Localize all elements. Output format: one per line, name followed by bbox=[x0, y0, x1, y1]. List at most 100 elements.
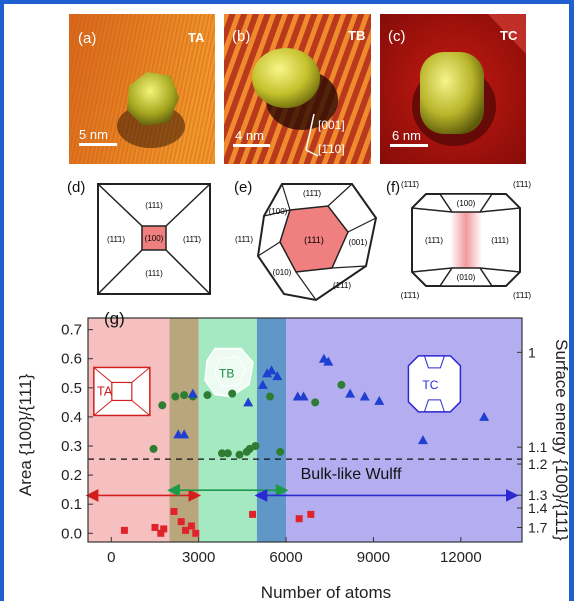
face-d-center: (100) bbox=[145, 234, 164, 243]
point-tb-2 bbox=[171, 392, 180, 401]
point-tb-0 bbox=[149, 444, 158, 453]
direction-label-001: [001] bbox=[318, 118, 345, 132]
right-tick-label-0: 1 bbox=[528, 344, 536, 360]
y-tick-label-5: 0.5 bbox=[61, 380, 82, 397]
point-tb-13 bbox=[266, 392, 275, 401]
x-tick-label-3: 9000 bbox=[357, 549, 390, 566]
scale-bar-b bbox=[233, 144, 270, 147]
stm-image-c bbox=[380, 14, 526, 164]
point-tb-6 bbox=[217, 449, 226, 458]
face-d-left: (11̄1) bbox=[107, 235, 125, 244]
right-tick-label-1: 1.1 bbox=[528, 439, 548, 455]
face-f-bl: (1̄1̄1) bbox=[401, 291, 420, 300]
particle-a bbox=[127, 72, 179, 126]
face-f-010: (010) bbox=[457, 273, 476, 282]
panel-g-label: (g) bbox=[104, 309, 125, 328]
panel-c-label: (c) bbox=[388, 28, 406, 45]
point-tc-14 bbox=[374, 395, 385, 405]
bulk-wulff-label: Bulk-like Wulff bbox=[301, 466, 402, 483]
chart-g: Bulk-like Wulff TA TB TC 0 3000 6000 9000 1200… bbox=[16, 309, 570, 601]
panel-d-label: (d) bbox=[67, 179, 86, 196]
region-overlap-3 bbox=[256, 318, 287, 542]
wulff-shape-d: (111) (11̄1) (100) (11̄1̄) (111) bbox=[97, 183, 211, 295]
point-tc-12 bbox=[345, 388, 356, 398]
y-tick-label-0: 0.0 bbox=[61, 525, 82, 542]
particle-c bbox=[420, 52, 484, 134]
right-tick-label-2: 1.2 bbox=[528, 456, 548, 472]
inset-tb: TB bbox=[204, 347, 254, 398]
right-tick-label-3: 1.3 bbox=[528, 487, 548, 503]
stm-image-a bbox=[69, 14, 215, 164]
y-tick-label-1: 0.1 bbox=[61, 496, 82, 513]
panel-a-tag: TA bbox=[188, 30, 205, 45]
point-tb-12 bbox=[251, 442, 260, 450]
wulff-shape-e: (11̄1) (100) (111) (001) (010) (11̄1̄) (… bbox=[235, 183, 378, 302]
point-tb-15 bbox=[311, 398, 320, 407]
y-tick-label-6: 0.6 bbox=[61, 351, 82, 368]
point-tc-5 bbox=[262, 368, 273, 378]
point-tb-3 bbox=[180, 391, 189, 400]
scale-bar-a bbox=[79, 143, 117, 146]
inset-ta-label: TA bbox=[97, 383, 113, 398]
face-e-left: (11̄1) bbox=[235, 235, 253, 244]
point-ta-2 bbox=[157, 529, 165, 537]
scale-bar-c bbox=[390, 144, 428, 147]
y-axis-label: Area {100}/{111} bbox=[16, 374, 35, 497]
inset-tc: TC bbox=[407, 355, 462, 413]
point-tb-16 bbox=[337, 380, 346, 389]
point-tc-16 bbox=[479, 411, 490, 421]
face-e-center: (111) bbox=[304, 235, 324, 245]
point-tc-9 bbox=[298, 391, 309, 401]
point-tc-4 bbox=[257, 379, 268, 389]
y-tick-label-7: 0.7 bbox=[61, 322, 82, 339]
inset-tc-label: TC bbox=[422, 378, 438, 392]
x-tick-label-4: 12000 bbox=[440, 549, 482, 566]
plot-frame bbox=[87, 317, 523, 543]
point-ta-0 bbox=[120, 526, 128, 534]
panel-a-label: (a) bbox=[78, 30, 97, 47]
point-tc-2 bbox=[187, 388, 198, 398]
stm-image-b bbox=[224, 14, 371, 164]
face-d-top: (111) bbox=[145, 201, 163, 210]
point-ta-4 bbox=[170, 507, 178, 515]
face-f-left: (11̄1) bbox=[425, 236, 443, 245]
y-tick-label-3: 0.3 bbox=[61, 438, 82, 455]
point-tc-6 bbox=[266, 365, 277, 375]
y-tick-label-2: 0.2 bbox=[61, 467, 82, 484]
point-tc-11 bbox=[323, 356, 334, 366]
point-ta-1 bbox=[151, 523, 159, 531]
face-f-100: (100) bbox=[457, 199, 476, 208]
point-ta-5 bbox=[177, 518, 185, 526]
direction-arrows bbox=[305, 113, 319, 157]
right-axis-label: Surface energy {100}/{111} bbox=[552, 339, 570, 541]
x-tick-label-1: 3000 bbox=[182, 549, 215, 566]
point-tb-7 bbox=[223, 449, 232, 458]
point-tc-3 bbox=[243, 397, 254, 407]
scale-label-b: 4 nm bbox=[235, 128, 264, 143]
point-ta-6 bbox=[182, 526, 190, 534]
face-e-001: (001) bbox=[349, 238, 368, 247]
face-f-right: (111) bbox=[491, 236, 509, 245]
inset-tb-label: TB bbox=[219, 367, 234, 381]
right-tick-label-5: 1.7 bbox=[528, 519, 548, 535]
face-f-tr: (1̄11) bbox=[513, 180, 531, 189]
face-f-br: (1̄11̄) bbox=[513, 291, 531, 300]
point-tc-7 bbox=[272, 371, 283, 381]
inset-ta: TA bbox=[93, 366, 151, 417]
face-e-010: (010) bbox=[273, 268, 292, 277]
face-e-top: (11̄1̄) bbox=[303, 189, 321, 198]
right-tick-label-4: 1.4 bbox=[528, 500, 548, 516]
point-tb-1 bbox=[158, 401, 167, 410]
x-tick-label-0: 0 bbox=[107, 549, 115, 566]
point-tc-15 bbox=[417, 435, 428, 445]
panel-c-tag: TC bbox=[500, 28, 518, 43]
scale-label-a: 5 nm bbox=[79, 127, 108, 142]
point-tc-1 bbox=[179, 429, 190, 439]
particle-b bbox=[252, 48, 320, 108]
panel-b-label: (b) bbox=[232, 28, 251, 45]
face-f-tl: (1̄11̄) bbox=[401, 180, 419, 189]
point-ta-3 bbox=[160, 525, 168, 533]
face-e-bottom: (1̄11) bbox=[333, 281, 351, 290]
panel-f-label: (f) bbox=[386, 179, 401, 196]
